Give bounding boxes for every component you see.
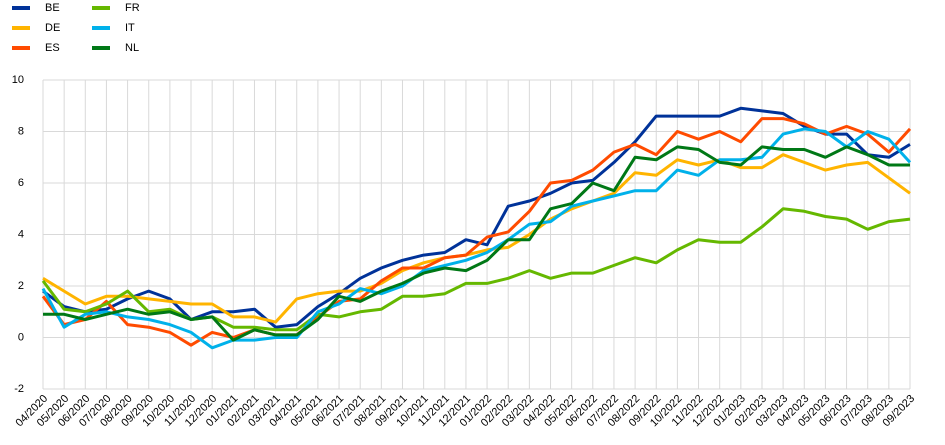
y-tick-label: 4 (18, 228, 24, 240)
y-tick-label: 2 (18, 280, 24, 292)
y-tick-label: 8 (18, 125, 24, 137)
y-tick-label: -2 (14, 383, 24, 395)
legend-label: IT (125, 22, 135, 34)
line-series (42, 106, 911, 329)
line-series (41, 127, 912, 350)
y-tick-label: 6 (18, 177, 24, 189)
legend-label: FR (125, 2, 140, 14)
y-tick-label: 0 (18, 331, 24, 343)
line-series (41, 117, 912, 347)
line-series (43, 145, 910, 342)
legend-label: ES (45, 42, 60, 54)
legend-label: BE (45, 2, 60, 14)
legend-label: NL (125, 42, 139, 54)
legend-label: DE (45, 22, 60, 34)
line-series (42, 153, 911, 324)
y-tick-label: 10 (12, 74, 24, 86)
